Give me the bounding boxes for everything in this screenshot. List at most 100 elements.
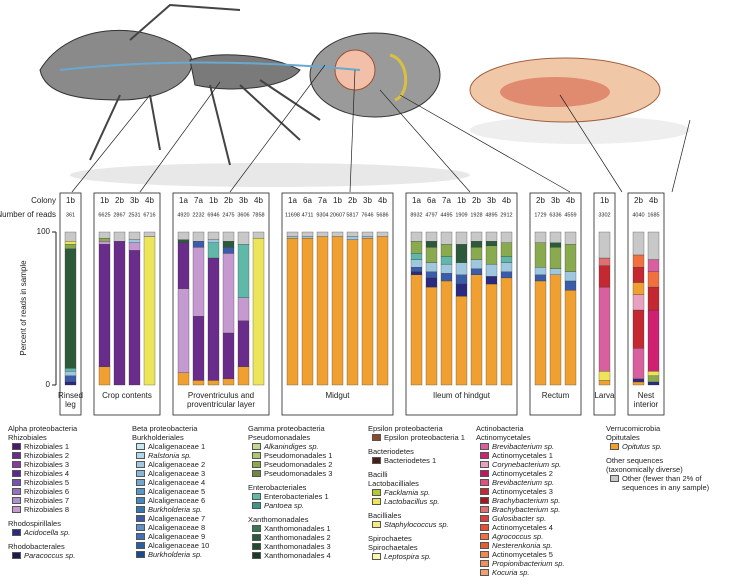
bar-segment [534,231,547,243]
legend-swatch [136,542,145,549]
bar-segment [301,231,314,237]
bar-segment [485,241,498,246]
bar-segment [455,244,468,263]
bar-segment [286,237,299,386]
bar-segment [632,381,645,386]
legend-order: Bacilliales [368,511,402,520]
bar-segment [632,294,645,311]
bar-segment [237,320,250,367]
bar-segment [647,309,660,372]
legend-item: Brachybacterium sp. [476,505,565,514]
y-axis-label: Percent of reads in sample [19,260,28,356]
panel-box [593,192,616,416]
panel-label: Proventriculus and proventricular layer [186,391,256,409]
legend-text: Rhizobiales 2 [24,451,70,460]
legend-item: Gulosibacter sp. [476,514,565,523]
colony-label: 2b [536,196,545,205]
legend-swatch [136,551,145,558]
bar-segment [440,273,453,282]
colony-label: 4b [254,196,263,205]
legend-item: Alcaligenaceae 8 [132,523,209,532]
legend-swatch [252,525,261,532]
bar-segment [207,239,220,243]
bar-segment [207,380,220,386]
reads-label: 4711 [302,212,314,218]
colony-label: 7a [194,196,203,205]
legend-swatch [136,524,145,531]
panel-box [529,192,582,416]
legend-text: Burkholderia sp. [148,550,203,559]
legend-text: Bacteriodetes 1 [384,456,437,465]
legend-swatch [480,452,489,459]
bar-segment [410,231,423,242]
bar-segment [598,265,611,288]
bar-segment [301,236,314,239]
bar-segment [647,286,660,311]
legend-item: Alcaligenaceae 7 [132,514,209,523]
colony-label: 6a [303,196,312,205]
legend-swatch [480,542,489,549]
reads-label: 4559 [564,212,576,218]
legend-item: Kocuria sp. [476,568,565,577]
bar-segment [237,366,250,386]
bar-segment [549,247,562,269]
bar-segment [177,242,190,289]
bar-segment [98,366,111,386]
legend-item: Burkholderia sp. [132,505,209,514]
legend-text: Agrococcus sp. [492,532,544,541]
bar-segment [534,280,547,386]
legend-swatch [252,552,261,559]
bar-segment [192,247,205,317]
bar-segment [500,231,513,243]
bar-segment [98,241,111,245]
legend-item: Rhizobiales 3 [8,460,77,469]
legend-text: Kocuria sp. [492,568,530,577]
bar-segment [647,375,660,383]
bar-segment [64,231,77,242]
colony-label: 7a [318,196,327,205]
bar-segment [534,267,547,275]
colony-label: 3b [363,196,372,205]
legend-text: Actinomycetales 2 [492,469,553,478]
bar-segment [440,244,453,257]
legend-class: Actinobacteria [476,424,524,433]
bar-segment [237,297,250,321]
colony-label: 1b [600,196,609,205]
legend-text: Paracoccus sp. [24,551,76,560]
bar-segment [564,280,577,291]
bar-segment [455,296,468,386]
legend-swatch [372,457,381,464]
bar-segment [376,231,389,237]
reads-label: 2912 [500,212,512,218]
bar-segment [222,247,235,254]
colony-label: 1a [179,196,188,205]
legend-column: Beta proteobacteria Burkholderiales Alcali… [132,424,209,559]
legend-swatch [480,551,489,558]
colony-label: 2b [348,196,357,205]
legend-column: Gamma proteobacteria Pseudomonadales Alkan… [248,424,332,560]
colony-label: 3b [551,196,560,205]
legend-text: Xanthomonadales 2 [264,533,331,542]
colony-label: 4b [502,196,511,205]
legend-swatch [136,470,145,477]
legend-column: Epsilon proteobacteria Epsilon proteobact… [368,424,465,561]
bar-segment [632,254,645,268]
legend-item: Alcaligenaceae 3 [132,469,209,478]
bar-segment [632,309,645,349]
y-tick-label: 100 [37,227,51,236]
reads-label: 8932 [410,212,422,218]
reads-label: 6625 [98,212,110,218]
bar-segment [485,245,498,265]
bar-segment [64,368,77,372]
bar-segment [425,241,438,248]
legend-item: Actinomycetales 5 [476,550,565,559]
legend-text: Pantoea sp. [264,501,305,510]
reads-label: 4895 [485,212,497,218]
legend-class: Bacteriodetes [368,447,414,456]
legend-text: Xanthomonadales 4 [264,551,331,560]
bar-segment [410,271,423,275]
bar-segment [64,375,77,383]
bar-segment [534,242,547,268]
bar-segment [564,244,577,272]
bar-segment [425,247,438,263]
